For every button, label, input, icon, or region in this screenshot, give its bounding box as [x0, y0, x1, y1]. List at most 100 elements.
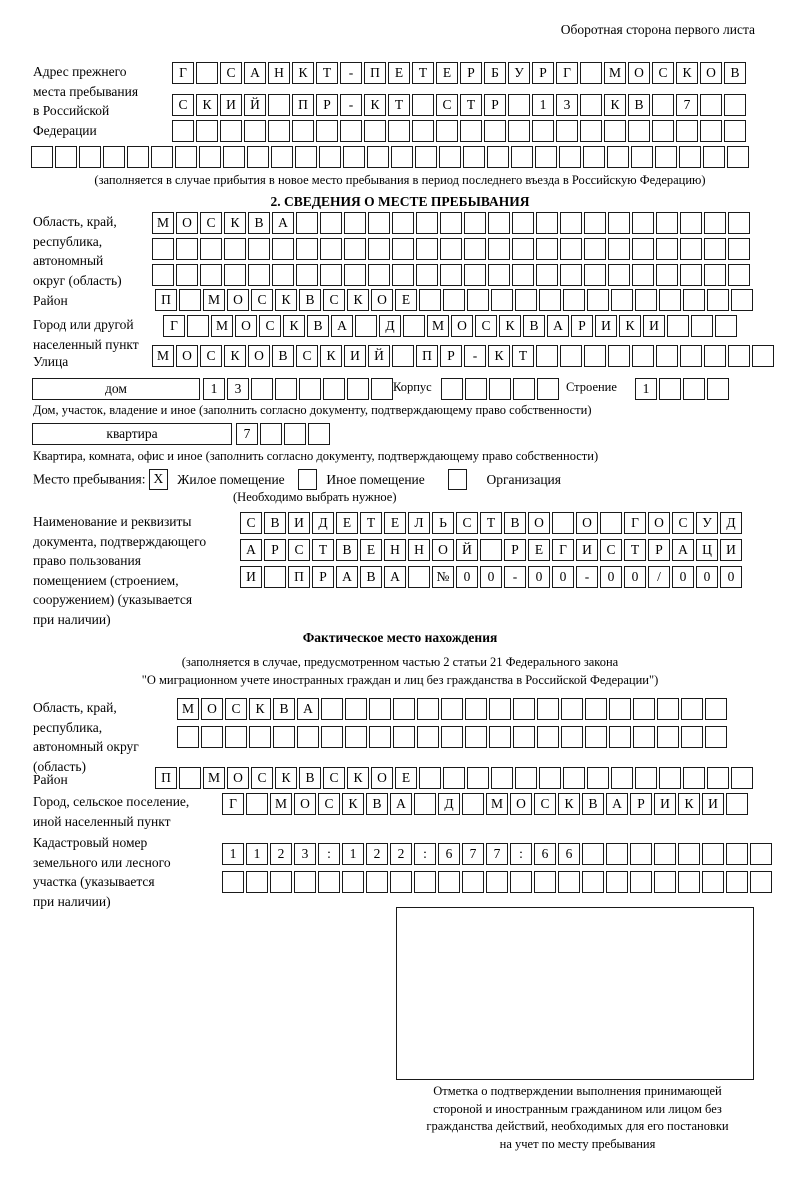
- form-cell[interactable]: [295, 146, 317, 168]
- form-cell[interactable]: [200, 238, 222, 260]
- form-cell[interactable]: [196, 120, 218, 142]
- form-cell[interactable]: И: [576, 539, 598, 561]
- form-cell[interactable]: [392, 238, 414, 260]
- form-cell[interactable]: [728, 264, 750, 286]
- form-cell[interactable]: [580, 120, 602, 142]
- form-cell[interactable]: [390, 871, 412, 893]
- form-cell[interactable]: [655, 146, 677, 168]
- form-cell[interactable]: М: [486, 793, 508, 815]
- form-cell[interactable]: [707, 378, 729, 400]
- form-cell[interactable]: 7: [486, 843, 508, 865]
- form-cell[interactable]: Ь: [432, 512, 454, 534]
- form-cell[interactable]: П: [416, 345, 438, 367]
- form-cell[interactable]: [608, 264, 630, 286]
- form-cell[interactable]: [179, 289, 201, 311]
- form-cell[interactable]: [416, 264, 438, 286]
- form-cell[interactable]: [691, 315, 713, 337]
- form-cell[interactable]: [251, 378, 273, 400]
- form-cell[interactable]: [632, 212, 654, 234]
- form-cell[interactable]: [558, 871, 580, 893]
- form-cell[interactable]: [344, 212, 366, 234]
- form-cell[interactable]: [652, 120, 674, 142]
- form-cell[interactable]: В: [264, 512, 286, 534]
- form-cell[interactable]: :: [318, 843, 340, 865]
- form-cell[interactable]: А: [240, 539, 262, 561]
- form-cell[interactable]: [176, 264, 198, 286]
- form-cell[interactable]: А: [336, 566, 358, 588]
- form-cell[interactable]: Н: [268, 62, 290, 84]
- form-cell[interactable]: [681, 726, 703, 748]
- form-cell[interactable]: [630, 871, 652, 893]
- form-cell[interactable]: [416, 238, 438, 260]
- form-cell[interactable]: [491, 767, 513, 789]
- form-cell[interactable]: [462, 871, 484, 893]
- form-cell[interactable]: [728, 345, 750, 367]
- form-cell[interactable]: [587, 289, 609, 311]
- form-cell[interactable]: Г: [172, 62, 194, 84]
- form-cell[interactable]: [511, 146, 533, 168]
- form-cell[interactable]: [152, 238, 174, 260]
- form-cell[interactable]: С: [534, 793, 556, 815]
- form-cell[interactable]: С: [652, 62, 674, 84]
- form-cell[interactable]: [606, 843, 628, 865]
- form-cell[interactable]: Р: [316, 94, 338, 116]
- form-cell[interactable]: [199, 146, 221, 168]
- form-cell[interactable]: Е: [395, 767, 417, 789]
- form-cell[interactable]: [657, 726, 679, 748]
- form-cell[interactable]: М: [604, 62, 626, 84]
- form-cell[interactable]: [512, 212, 534, 234]
- form-cell[interactable]: [440, 264, 462, 286]
- form-cell[interactable]: [438, 871, 460, 893]
- form-cell[interactable]: [606, 871, 628, 893]
- form-cell[interactable]: [680, 345, 702, 367]
- form-cell[interactable]: [436, 120, 458, 142]
- form-cell[interactable]: [467, 767, 489, 789]
- form-cell[interactable]: [388, 120, 410, 142]
- form-cell[interactable]: [656, 345, 678, 367]
- form-cell[interactable]: Й: [456, 539, 478, 561]
- form-cell[interactable]: Г: [624, 512, 646, 534]
- form-cell[interactable]: [79, 146, 101, 168]
- form-cell[interactable]: [488, 264, 510, 286]
- form-cell[interactable]: [704, 212, 726, 234]
- checkbox-organizaciya[interactable]: [448, 469, 468, 490]
- form-cell[interactable]: С: [200, 212, 222, 234]
- form-cell[interactable]: [728, 212, 750, 234]
- form-cell[interactable]: [539, 289, 561, 311]
- form-cell[interactable]: [416, 212, 438, 234]
- form-cell[interactable]: [630, 843, 652, 865]
- form-cell[interactable]: Т: [360, 512, 382, 534]
- form-cell[interactable]: [284, 423, 306, 445]
- form-cell[interactable]: [560, 238, 582, 260]
- form-cell[interactable]: М: [211, 315, 233, 337]
- form-cell[interactable]: [414, 871, 436, 893]
- form-cell[interactable]: О: [510, 793, 532, 815]
- form-cell[interactable]: С: [240, 512, 262, 534]
- form-cell[interactable]: К: [275, 767, 297, 789]
- form-cell[interactable]: К: [275, 289, 297, 311]
- form-cell[interactable]: [488, 212, 510, 234]
- form-cell[interactable]: И: [595, 315, 617, 337]
- form-cell[interactable]: Н: [408, 539, 430, 561]
- form-cell[interactable]: В: [724, 62, 746, 84]
- checkbox-zhiloe[interactable]: Х: [148, 469, 168, 490]
- form-cell[interactable]: [635, 289, 657, 311]
- form-cell[interactable]: С: [600, 539, 622, 561]
- form-cell[interactable]: В: [628, 94, 650, 116]
- form-cell[interactable]: [201, 726, 223, 748]
- form-cell[interactable]: [587, 767, 609, 789]
- form-cell[interactable]: И: [288, 512, 310, 534]
- form-cell[interactable]: [715, 315, 737, 337]
- form-cell[interactable]: С: [251, 767, 273, 789]
- form-cell[interactable]: [702, 843, 724, 865]
- form-cell[interactable]: В: [299, 767, 321, 789]
- form-cell[interactable]: Н: [384, 539, 406, 561]
- form-cell[interactable]: [632, 264, 654, 286]
- form-cell[interactable]: К: [619, 315, 641, 337]
- form-cell[interactable]: В: [504, 512, 526, 534]
- form-cell[interactable]: К: [364, 94, 386, 116]
- form-cell[interactable]: [177, 726, 199, 748]
- form-cell[interactable]: [464, 238, 486, 260]
